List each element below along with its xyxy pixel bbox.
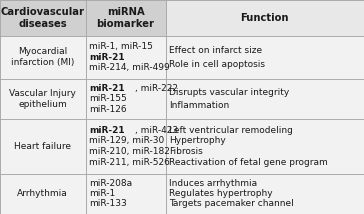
- Text: Disrupts vascular integrity: Disrupts vascular integrity: [169, 88, 289, 97]
- Bar: [0, 174, 364, 214]
- Text: Fibrosis: Fibrosis: [169, 147, 203, 156]
- Bar: [86, 0, 166, 36]
- Text: miR-210, miR-182: miR-210, miR-182: [89, 147, 170, 156]
- Text: miR-126: miR-126: [89, 104, 127, 113]
- Text: Left ventricular remodeling: Left ventricular remodeling: [169, 126, 293, 135]
- Text: miR-21: miR-21: [89, 84, 125, 93]
- Text: Cardiovascular
diseases: Cardiovascular diseases: [1, 7, 85, 29]
- Text: miR-133: miR-133: [89, 199, 127, 208]
- Text: miR-21: miR-21: [89, 126, 125, 135]
- Text: miR-1, miR-15: miR-1, miR-15: [89, 42, 153, 51]
- Bar: [0, 79, 364, 119]
- Text: miR-1: miR-1: [89, 189, 115, 198]
- Text: miR-208a: miR-208a: [89, 179, 132, 188]
- Text: Inflammation: Inflammation: [169, 101, 230, 110]
- Text: miRNA
biomarker: miRNA biomarker: [96, 7, 155, 29]
- Text: Heart failure: Heart failure: [14, 142, 71, 151]
- Text: Regulates hypertrophy: Regulates hypertrophy: [169, 189, 273, 198]
- Text: Function: Function: [241, 13, 289, 23]
- Text: miR-155: miR-155: [89, 94, 127, 103]
- Text: Effect on infarct size: Effect on infarct size: [169, 46, 262, 55]
- Text: Vascular Injury
epithelium: Vascular Injury epithelium: [9, 89, 76, 109]
- Text: miR-21: miR-21: [89, 53, 125, 62]
- Text: Myocardial
infarction (MI): Myocardial infarction (MI): [11, 47, 75, 67]
- Text: , miR-222: , miR-222: [135, 84, 178, 93]
- Text: miR-211, miR-526: miR-211, miR-526: [89, 158, 170, 167]
- Text: Hypertrophy: Hypertrophy: [169, 136, 226, 145]
- Bar: [0, 119, 364, 174]
- Text: Role in cell apoptosis: Role in cell apoptosis: [169, 60, 265, 69]
- Text: miR-129, miR-30: miR-129, miR-30: [89, 136, 165, 145]
- Text: miR-214, miR-499: miR-214, miR-499: [89, 64, 170, 73]
- Text: Induces arrhythmia: Induces arrhythmia: [169, 179, 257, 188]
- Text: Reactivation of fetal gene program: Reactivation of fetal gene program: [169, 158, 328, 167]
- Text: , miR-423: , miR-423: [135, 126, 178, 135]
- Bar: [0, 0, 86, 36]
- Text: Arrhythmia: Arrhythmia: [17, 189, 68, 198]
- Text: Targets pacemaker channel: Targets pacemaker channel: [169, 199, 294, 208]
- Bar: [0, 36, 364, 79]
- Bar: [166, 0, 364, 36]
